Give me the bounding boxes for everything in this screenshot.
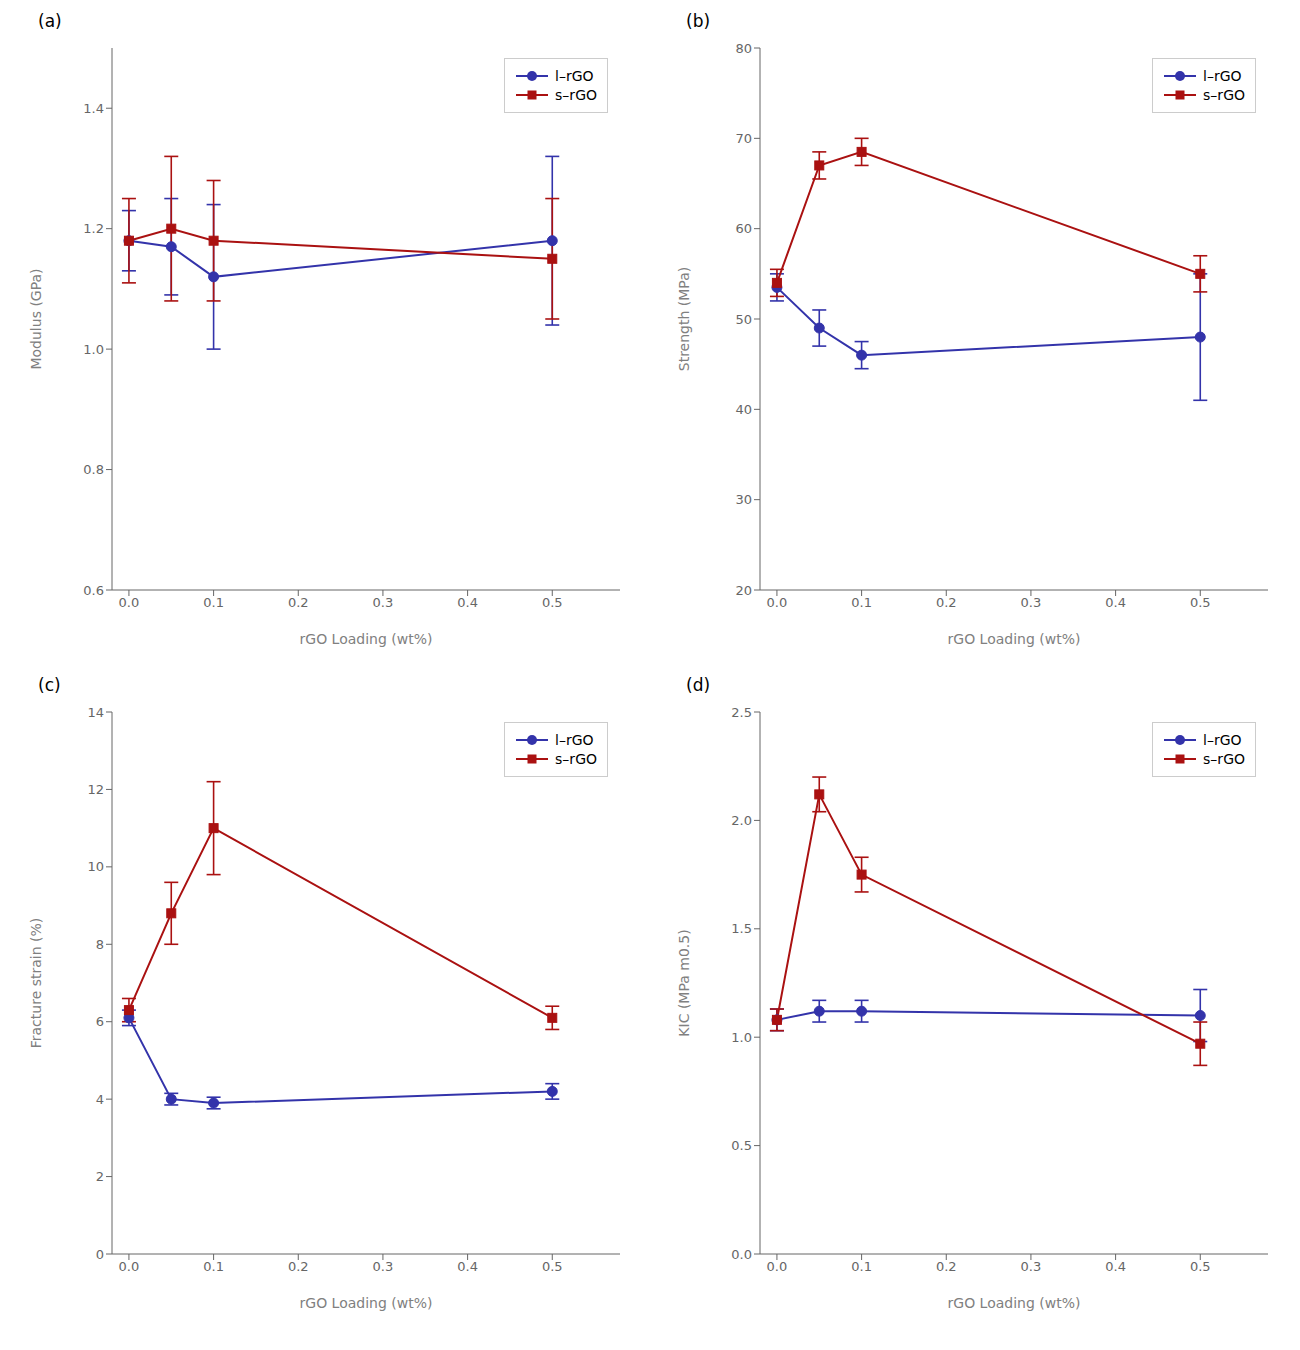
html-text:(a): (a): [38, 11, 62, 31]
svg-text:0.3: 0.3: [1021, 595, 1042, 610]
svg-text:0.8: 0.8: [83, 462, 104, 477]
svg-text:0.4: 0.4: [1105, 595, 1126, 610]
svg-text:40: 40: [735, 402, 752, 417]
svg-text:rGO Loading (wt%): rGO Loading (wt%): [300, 631, 433, 647]
svg-text:0.1: 0.1: [851, 595, 872, 610]
svg-text:0.1: 0.1: [203, 1259, 224, 1274]
svg-text:0.0: 0.0: [767, 595, 788, 610]
svg-text:0.4: 0.4: [1105, 1259, 1126, 1274]
html-text:s–rGO: s–rGO: [555, 87, 597, 103]
svg-text:0.0: 0.0: [119, 595, 140, 610]
svg-text:8: 8: [96, 937, 104, 952]
svg-text:1.5: 1.5: [731, 921, 752, 936]
html-text:l–rGO: l–rGO: [555, 68, 594, 84]
svg-text:0.1: 0.1: [851, 1259, 872, 1274]
svg-text:0.4: 0.4: [457, 1259, 478, 1274]
svg-text:0.3: 0.3: [373, 595, 394, 610]
svg-text:0.4: 0.4: [457, 595, 478, 610]
svg-text:1.2: 1.2: [83, 221, 104, 236]
html-text:(b): (b): [686, 11, 711, 31]
svg-text:0.5: 0.5: [1190, 1259, 1211, 1274]
svg-text:rGO Loading (wt%): rGO Loading (wt%): [948, 1295, 1081, 1311]
svg-text:0.0: 0.0: [731, 1247, 752, 1262]
svg-text:12: 12: [87, 782, 104, 797]
svg-text:0.2: 0.2: [288, 1259, 309, 1274]
svg-text:Modulus (GPa): Modulus (GPa): [28, 268, 44, 369]
svg-text:1.0: 1.0: [731, 1030, 752, 1045]
svg-text:0.5: 0.5: [731, 1138, 752, 1153]
html-text:(c): (c): [38, 675, 61, 695]
svg-text:0.5: 0.5: [1190, 595, 1211, 610]
svg-text:80: 80: [735, 41, 752, 56]
svg-text:30: 30: [735, 492, 752, 507]
svg-text:0: 0: [96, 1247, 104, 1262]
html-text:(d): (d): [686, 675, 711, 695]
svg-text:1.0: 1.0: [83, 342, 104, 357]
html-text:l–rGO: l–rGO: [1203, 68, 1242, 84]
svg-text:0.3: 0.3: [1021, 1259, 1042, 1274]
svg-text:0.2: 0.2: [936, 595, 957, 610]
svg-text:0.1: 0.1: [203, 595, 224, 610]
svg-text:rGO Loading (wt%): rGO Loading (wt%): [948, 631, 1081, 647]
svg-text:0.0: 0.0: [767, 1259, 788, 1274]
svg-text:60: 60: [735, 221, 752, 236]
svg-text:0.5: 0.5: [542, 595, 563, 610]
svg-text:0.5: 0.5: [542, 1259, 563, 1274]
svg-text:0.0: 0.0: [119, 1259, 140, 1274]
svg-text:0.2: 0.2: [936, 1259, 957, 1274]
svg-text:rGO Loading (wt%): rGO Loading (wt%): [300, 1295, 433, 1311]
svg-text:4: 4: [96, 1092, 104, 1107]
html-text:s–rGO: s–rGO: [1203, 751, 1245, 767]
svg-text:70: 70: [735, 131, 752, 146]
html-text:l–rGO: l–rGO: [1203, 732, 1242, 748]
svg-text:6: 6: [96, 1014, 104, 1029]
svg-text:2: 2: [96, 1169, 104, 1184]
svg-text:KIC (MPa m0.5): KIC (MPa m0.5): [676, 929, 692, 1036]
svg-text:20: 20: [735, 583, 752, 598]
svg-text:2.0: 2.0: [731, 813, 752, 828]
svg-text:0.6: 0.6: [83, 583, 104, 598]
svg-text:2.5: 2.5: [731, 705, 752, 720]
html-text:s–rGO: s–rGO: [555, 751, 597, 767]
html-text:s–rGO: s–rGO: [1203, 87, 1245, 103]
svg-text:1.4: 1.4: [83, 101, 104, 116]
svg-text:14: 14: [87, 705, 104, 720]
svg-text:Strength (MPa): Strength (MPa): [676, 267, 692, 371]
html-text:l–rGO: l–rGO: [555, 732, 594, 748]
svg-text:Fracture strain (%): Fracture strain (%): [28, 918, 44, 1049]
svg-text:50: 50: [735, 312, 752, 327]
svg-text:0.2: 0.2: [288, 595, 309, 610]
svg-text:10: 10: [87, 859, 104, 874]
svg-text:0.3: 0.3: [373, 1259, 394, 1274]
